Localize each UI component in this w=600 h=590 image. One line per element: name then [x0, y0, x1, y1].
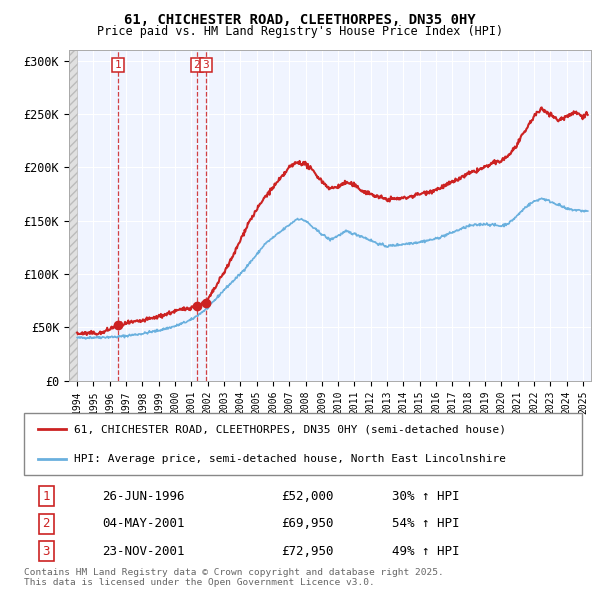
Bar	[69, 50, 77, 381]
Text: 61, CHICHESTER ROAD, CLEETHORPES, DN35 0HY (semi-detached house): 61, CHICHESTER ROAD, CLEETHORPES, DN35 0…	[74, 424, 506, 434]
Text: 3: 3	[43, 545, 50, 558]
Text: £52,000: £52,000	[281, 490, 333, 503]
Text: 26-JUN-1996: 26-JUN-1996	[102, 490, 185, 503]
Text: Contains HM Land Registry data © Crown copyright and database right 2025.
This d: Contains HM Land Registry data © Crown c…	[24, 568, 444, 587]
Text: 3: 3	[203, 60, 209, 70]
Text: £72,950: £72,950	[281, 545, 333, 558]
Text: 30% ↑ HPI: 30% ↑ HPI	[392, 490, 460, 503]
Text: Price paid vs. HM Land Registry's House Price Index (HPI): Price paid vs. HM Land Registry's House …	[97, 25, 503, 38]
Text: 49% ↑ HPI: 49% ↑ HPI	[392, 545, 460, 558]
FancyBboxPatch shape	[24, 413, 582, 475]
Text: £69,950: £69,950	[281, 517, 333, 530]
Text: 61, CHICHESTER ROAD, CLEETHORPES, DN35 0HY: 61, CHICHESTER ROAD, CLEETHORPES, DN35 0…	[124, 13, 476, 27]
Text: 04-MAY-2001: 04-MAY-2001	[102, 517, 185, 530]
Text: 23-NOV-2001: 23-NOV-2001	[102, 545, 185, 558]
Text: HPI: Average price, semi-detached house, North East Lincolnshire: HPI: Average price, semi-detached house,…	[74, 454, 506, 464]
Text: 54% ↑ HPI: 54% ↑ HPI	[392, 517, 460, 530]
Text: 1: 1	[115, 60, 121, 70]
Text: 2: 2	[43, 517, 50, 530]
Text: 2: 2	[194, 60, 200, 70]
Text: 1: 1	[43, 490, 50, 503]
